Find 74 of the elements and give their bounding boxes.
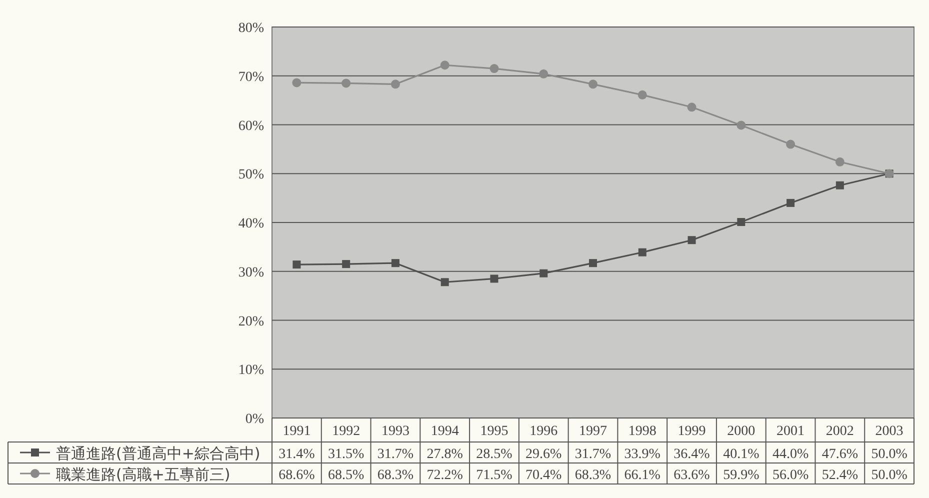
point — [440, 278, 449, 286]
data-label: 31.4% — [278, 447, 316, 462]
data-label: 28.5% — [476, 447, 513, 462]
point — [342, 78, 351, 88]
y-tick-label: 40% — [238, 216, 264, 232]
x-tick-label: 1991 — [282, 424, 311, 439]
data-label: 63.6% — [674, 468, 710, 483]
point — [390, 80, 400, 89]
data-label: 29.6% — [526, 447, 562, 462]
x-tick-label: 1994 — [430, 424, 459, 439]
point — [589, 259, 597, 268]
point — [490, 274, 498, 283]
data-label: 31.7% — [574, 447, 612, 462]
data-label: 31.5% — [328, 447, 364, 462]
x-tick-label: 1995 — [480, 424, 508, 439]
y-tick-label: 50% — [238, 168, 264, 183]
data-label: 59.9% — [723, 468, 760, 483]
y-tick-label: 20% — [238, 314, 264, 330]
point — [490, 64, 499, 74]
point — [440, 60, 450, 70]
x-tick-label: 1997 — [579, 424, 607, 439]
data-label: 68.6% — [278, 468, 316, 483]
point — [292, 260, 301, 269]
point — [786, 198, 795, 207]
x-tick-label: 2000 — [727, 424, 756, 439]
data-label: 50.0% — [871, 468, 908, 483]
data-label: 33.9% — [624, 447, 661, 462]
data-label: 68.3% — [377, 468, 414, 483]
data-label: 71.5% — [476, 468, 513, 483]
x-tick-label: 1992 — [332, 424, 360, 439]
data-label: 36.4% — [674, 447, 710, 462]
x-tick-label: 2001 — [776, 424, 805, 439]
data-label: 70.4% — [526, 468, 562, 483]
data-label: 40.1% — [723, 447, 760, 462]
data-label: 27.8% — [426, 447, 464, 462]
point — [786, 140, 796, 149]
y-tick-label: 10% — [238, 363, 264, 378]
legend-label: 普通進路(普通高中+綜合高中) — [56, 444, 260, 462]
x-tick-label: 2003 — [875, 424, 904, 439]
data-label: 47.6% — [822, 447, 858, 462]
y-tick-label: 0% — [245, 412, 264, 427]
point — [737, 218, 746, 226]
x-tick-label: 1993 — [381, 424, 410, 439]
x-tick-label: 1999 — [678, 424, 706, 439]
data-label: 68.3% — [574, 468, 612, 483]
point — [391, 259, 400, 268]
point — [836, 181, 844, 190]
x-tick-label: 1998 — [628, 424, 656, 439]
point — [540, 269, 548, 278]
point — [835, 157, 844, 166]
point — [588, 80, 598, 89]
data-label: 56.0% — [772, 468, 809, 483]
point — [687, 102, 696, 112]
point — [736, 120, 746, 130]
point — [292, 78, 302, 88]
data-label: 66.1% — [624, 468, 661, 483]
data-label: 50.0% — [871, 447, 908, 462]
data-label: 68.5% — [328, 468, 364, 483]
x-tick-label: 1996 — [530, 424, 558, 439]
point — [638, 90, 647, 100]
data-label: 52.4% — [822, 468, 858, 483]
legend-label: 職業進路(高職+五專前三) — [56, 466, 230, 484]
data-label: 44.0% — [772, 447, 809, 462]
y-tick-label: 80% — [238, 21, 264, 36]
y-tick-label: 70% — [238, 70, 264, 85]
data-label: 31.7% — [377, 447, 414, 462]
x-tick-label: 2002 — [826, 424, 854, 439]
y-tick-label: 60% — [238, 118, 264, 134]
point — [539, 69, 548, 78]
point — [688, 236, 696, 244]
data-label: 72.2% — [426, 468, 464, 483]
y-tick-label: 30% — [238, 265, 264, 280]
point — [342, 260, 350, 268]
point — [638, 248, 646, 256]
